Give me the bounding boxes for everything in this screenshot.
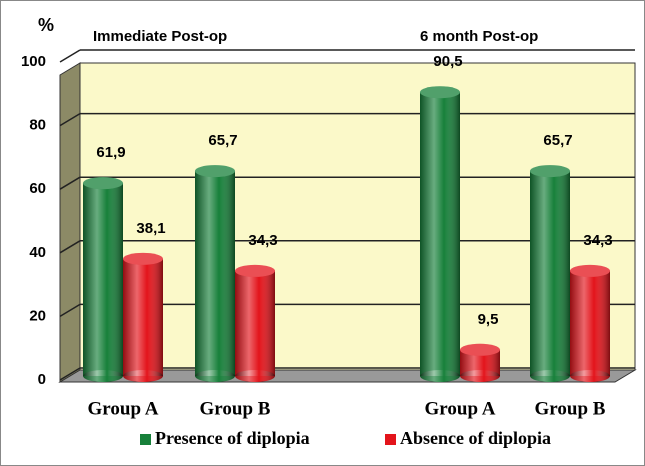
bar	[83, 177, 123, 382]
data-label: 9,5	[478, 311, 499, 328]
data-label: 65,7	[208, 132, 237, 149]
bar-shade	[195, 171, 235, 376]
data-label: 38,1	[136, 220, 165, 237]
bar	[460, 343, 500, 382]
data-label: 90,5	[433, 53, 462, 70]
bar-cap-light	[195, 165, 235, 178]
bar-cap	[530, 165, 570, 178]
bar-shade	[570, 270, 610, 376]
x-tick-label: Group A	[88, 398, 159, 419]
bar-cap	[460, 343, 500, 356]
grid-line	[59, 176, 81, 190]
bar-cap	[123, 252, 163, 265]
bar-cap-light	[235, 264, 275, 277]
x-tick-label: Group A	[425, 398, 496, 419]
legend-label: Absence of diplopia	[400, 428, 551, 448]
grid-line	[59, 112, 81, 127]
legend-swatch	[385, 434, 396, 445]
bar-cap-light	[570, 264, 610, 277]
grid-line	[59, 303, 81, 318]
bar	[123, 252, 163, 382]
bar	[195, 165, 235, 382]
grid-line	[59, 240, 81, 254]
legend-label: Presence of diplopia	[155, 428, 310, 448]
bar-cap	[195, 165, 235, 178]
bar	[530, 165, 570, 382]
bar-shade	[123, 258, 163, 376]
bar-cap-light	[460, 343, 500, 356]
bar-cap	[235, 264, 275, 277]
bar-cap	[420, 86, 460, 99]
group-label: 6 month Post-op	[420, 28, 538, 45]
y-tick-label: 60	[29, 180, 46, 197]
plot: 0 20 40 60 80 100 Group A Group B Group A Group B…	[21, 49, 635, 448]
y-axis-label: %	[38, 15, 54, 35]
bar-cap	[83, 177, 123, 190]
y-tick-label: 100	[21, 53, 46, 70]
bar-cap-light	[530, 165, 570, 178]
data-label: 61,9	[96, 144, 125, 161]
bar-cap-light	[420, 86, 460, 99]
y-tick-label: 0	[38, 371, 46, 388]
bar-shade	[83, 183, 123, 376]
bar-shade	[420, 92, 460, 377]
data-label: 34,3	[583, 232, 612, 249]
bar-cap-light	[123, 252, 163, 265]
bar-cap-light	[83, 177, 123, 190]
bar	[420, 86, 460, 382]
x-tick-label: Group B	[200, 398, 271, 419]
bar-cap	[570, 264, 610, 277]
group-label: Immediate Post-op	[93, 28, 227, 45]
grid-line	[59, 367, 81, 381]
y-tick-label: 80	[29, 117, 46, 134]
bar	[235, 264, 275, 382]
y-tick-label: 40	[29, 244, 46, 261]
bar	[570, 264, 610, 382]
grid-line	[59, 49, 81, 63]
side-wall	[59, 62, 81, 383]
data-label: 34,3	[248, 232, 277, 249]
data-label: 65,7	[543, 132, 572, 149]
legend-swatch	[140, 434, 151, 445]
y-tick-label: 20	[29, 307, 46, 324]
bar-shade	[530, 171, 570, 376]
bar-shade	[235, 270, 275, 376]
x-tick-label: Group B	[535, 398, 606, 419]
